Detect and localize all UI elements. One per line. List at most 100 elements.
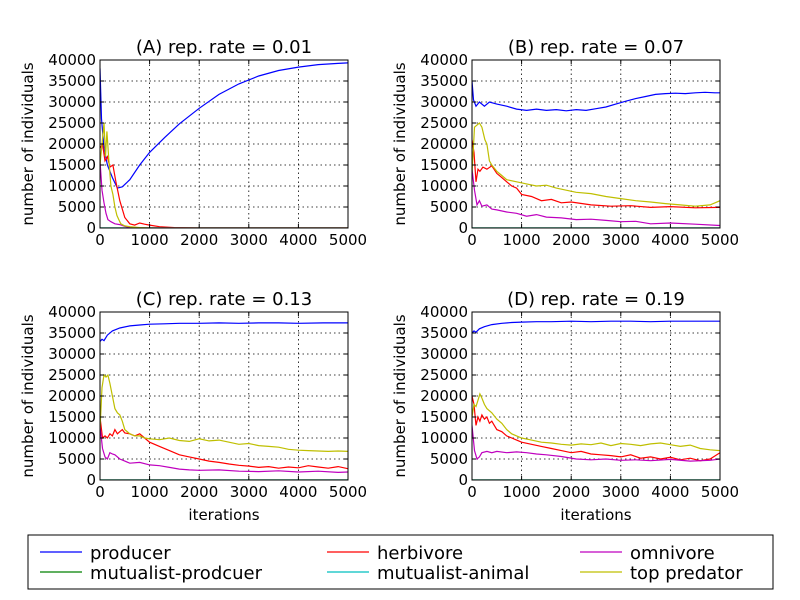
y-tick-label: 20000	[420, 387, 468, 405]
y-tick-label: 15000	[420, 156, 468, 174]
x-tick-label: 5000	[329, 231, 367, 249]
subplot-title: (B) rep. rate = 0.07	[508, 37, 684, 58]
legend-label: producer	[90, 543, 171, 564]
x-tick-label: 0	[467, 483, 477, 501]
x-tick-label: 1000	[131, 231, 169, 249]
y-tick-label: 0	[86, 471, 96, 489]
series-line-producer	[100, 62, 348, 189]
x-tick-label: 5000	[701, 483, 739, 501]
series-line-producer	[472, 320, 720, 334]
x-tick-label: 0	[467, 231, 477, 249]
y-tick-label: 35000	[420, 324, 468, 342]
x-tick-label: 3000	[230, 231, 268, 249]
series-line-herbivore	[100, 416, 348, 470]
legend-label: mutualist-prodcuer	[90, 563, 263, 584]
y-tick-label: 0	[458, 219, 468, 237]
y-tick-label: 35000	[48, 324, 96, 342]
y-tick-label: 25000	[48, 114, 96, 132]
series-line-omnivore	[100, 425, 348, 474]
x-tick-label: 2000	[180, 483, 218, 501]
subplot-3: (C) rep. rate = 0.13 0 1000 2000 3000 4000 500…	[19, 289, 367, 524]
y-axis-label: number of individuals	[391, 314, 409, 477]
y-tick-label: 30000	[48, 93, 96, 111]
y-tick-label: 35000	[48, 72, 96, 90]
series-line-top-predator	[472, 122, 720, 207]
y-tick-label: 35000	[420, 72, 468, 90]
subplot-title: (D) rep. rate = 0.19	[507, 289, 685, 310]
legend-label: top predator	[630, 563, 743, 584]
subplot-2: (B) rep. rate = 0.07 0 1000 2000 3000 4000 500…	[391, 37, 739, 249]
y-tick-label: 10000	[48, 177, 96, 195]
legend: producer herbivore omnivore mutualist-prodc…	[27, 534, 774, 590]
y-tick-label: 15000	[48, 156, 96, 174]
y-tick-label: 20000	[420, 135, 468, 153]
series-line-top-predator	[100, 122, 348, 228]
x-tick-label: 2000	[180, 231, 218, 249]
y-tick-label: 15000	[420, 408, 468, 426]
y-tick-label: 40000	[48, 303, 96, 321]
y-axis-label: number of individuals	[19, 62, 37, 225]
x-axis-label: iterations	[188, 506, 259, 524]
x-tick-label: 4000	[279, 483, 317, 501]
y-axis-label: number of individuals	[391, 62, 409, 225]
y-tick-label: 10000	[420, 429, 468, 447]
x-axis-label: iterations	[560, 506, 631, 524]
x-tick-label: 1000	[131, 483, 169, 501]
y-tick-label: 40000	[420, 51, 468, 69]
y-tick-label: 10000	[48, 429, 96, 447]
series-line-omnivore	[472, 425, 720, 462]
y-tick-label: 25000	[420, 114, 468, 132]
series-line-omnivore	[100, 160, 348, 228]
series-line-herbivore	[472, 139, 720, 209]
y-tick-label: 30000	[48, 345, 96, 363]
y-tick-label: 30000	[420, 345, 468, 363]
series-line-herbivore	[472, 395, 720, 462]
x-tick-label: 0	[95, 483, 105, 501]
y-tick-label: 5000	[58, 450, 96, 468]
y-tick-label: 0	[86, 219, 96, 237]
x-tick-label: 4000	[651, 231, 689, 249]
legend-label: herbivore	[377, 543, 463, 564]
y-tick-label: 0	[458, 471, 468, 489]
x-tick-label: 5000	[701, 231, 739, 249]
series-group	[100, 322, 348, 480]
y-tick-label: 5000	[58, 198, 96, 216]
y-tick-label: 25000	[420, 366, 468, 384]
legend-label: omnivore	[630, 543, 715, 564]
series-line-top-predator	[472, 392, 720, 452]
x-tick-label: 0	[95, 231, 105, 249]
x-tick-label: 3000	[602, 483, 640, 501]
subplot-4: (D) rep. rate = 0.19 0 1000 2000 3000 4000 500…	[391, 289, 739, 524]
series-line-producer	[472, 80, 720, 112]
y-axis-label: number of individuals	[19, 314, 37, 477]
y-tick-label: 15000	[48, 408, 96, 426]
y-tick-label: 20000	[48, 135, 96, 153]
subplot-title: (C) rep. rate = 0.13	[136, 289, 312, 310]
series-group	[100, 62, 348, 228]
x-tick-label: 3000	[602, 231, 640, 249]
x-tick-label: 4000	[651, 483, 689, 501]
y-tick-label: 20000	[48, 387, 96, 405]
x-tick-label: 1000	[503, 483, 541, 501]
series-line-omnivore	[472, 169, 720, 227]
legend-box	[27, 534, 774, 590]
series-group	[472, 80, 720, 228]
series-line-herbivore	[100, 142, 348, 228]
y-tick-label: 5000	[430, 198, 468, 216]
y-tick-label: 25000	[48, 366, 96, 384]
x-tick-label: 2000	[552, 483, 590, 501]
y-tick-label: 30000	[420, 93, 468, 111]
subplot-1: (A) rep. rate = 0.01 0 1000 2000 3000 4000 500…	[19, 37, 367, 249]
legend-label: mutualist-animal	[377, 563, 529, 584]
y-tick-label: 40000	[420, 303, 468, 321]
y-tick-label: 40000	[48, 51, 96, 69]
series-group	[472, 320, 720, 480]
x-tick-label: 5000	[329, 483, 367, 501]
series-line-top-predator	[100, 373, 348, 453]
subplot-title: (A) rep. rate = 0.01	[136, 37, 312, 58]
x-tick-label: 1000	[503, 231, 541, 249]
x-tick-label: 4000	[279, 231, 317, 249]
x-tick-label: 3000	[230, 483, 268, 501]
x-tick-label: 2000	[552, 231, 590, 249]
